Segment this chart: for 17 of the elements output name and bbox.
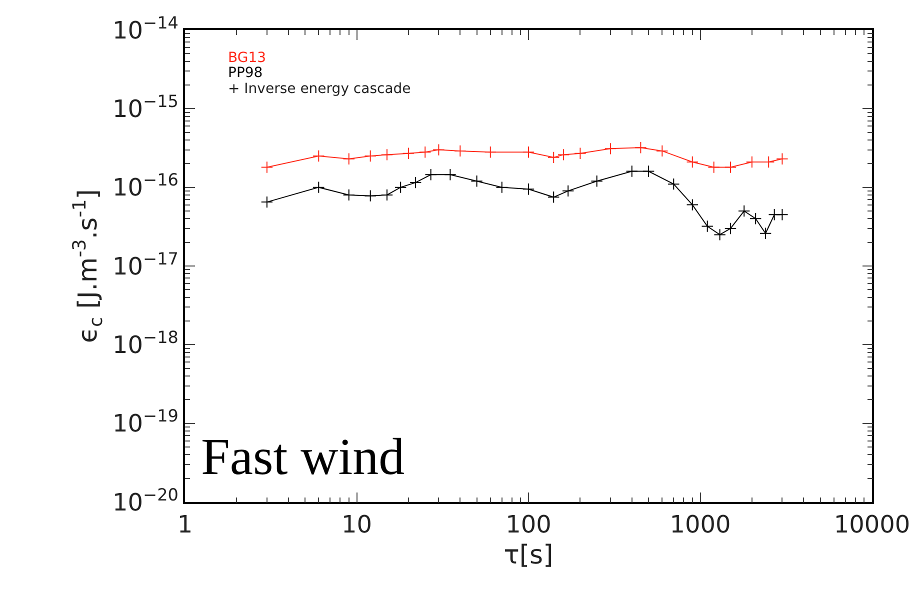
x-axis-title: τ[s]	[504, 540, 554, 571]
text: PP98	[228, 65, 263, 81]
y-tick-label: 10$^{−16}$	[112, 170, 178, 202]
x-tick-label: 100	[506, 510, 552, 539]
x-tick-label: 10000	[834, 510, 910, 539]
y-tick-label: 10$^{−19}$	[112, 406, 178, 438]
text: BG13	[228, 50, 266, 66]
annotation: + Inverse energy cascade	[228, 81, 411, 97]
x-tick-label: 1000	[670, 510, 731, 539]
annotation: Fast wind	[201, 429, 405, 486]
y-tick-label: 10$^{−15}$	[112, 90, 178, 124]
x-tick-label: 1	[177, 510, 193, 539]
y-tick-label: 10$^{−20}$	[112, 484, 178, 516]
x-tick-label: 10	[341, 510, 372, 539]
y-tick-label: 10$^{−14}$	[112, 12, 178, 44]
y-tick-label: 10$^{−17}$	[112, 248, 178, 280]
y-tick-label: 10$^{−18}$	[112, 326, 178, 360]
